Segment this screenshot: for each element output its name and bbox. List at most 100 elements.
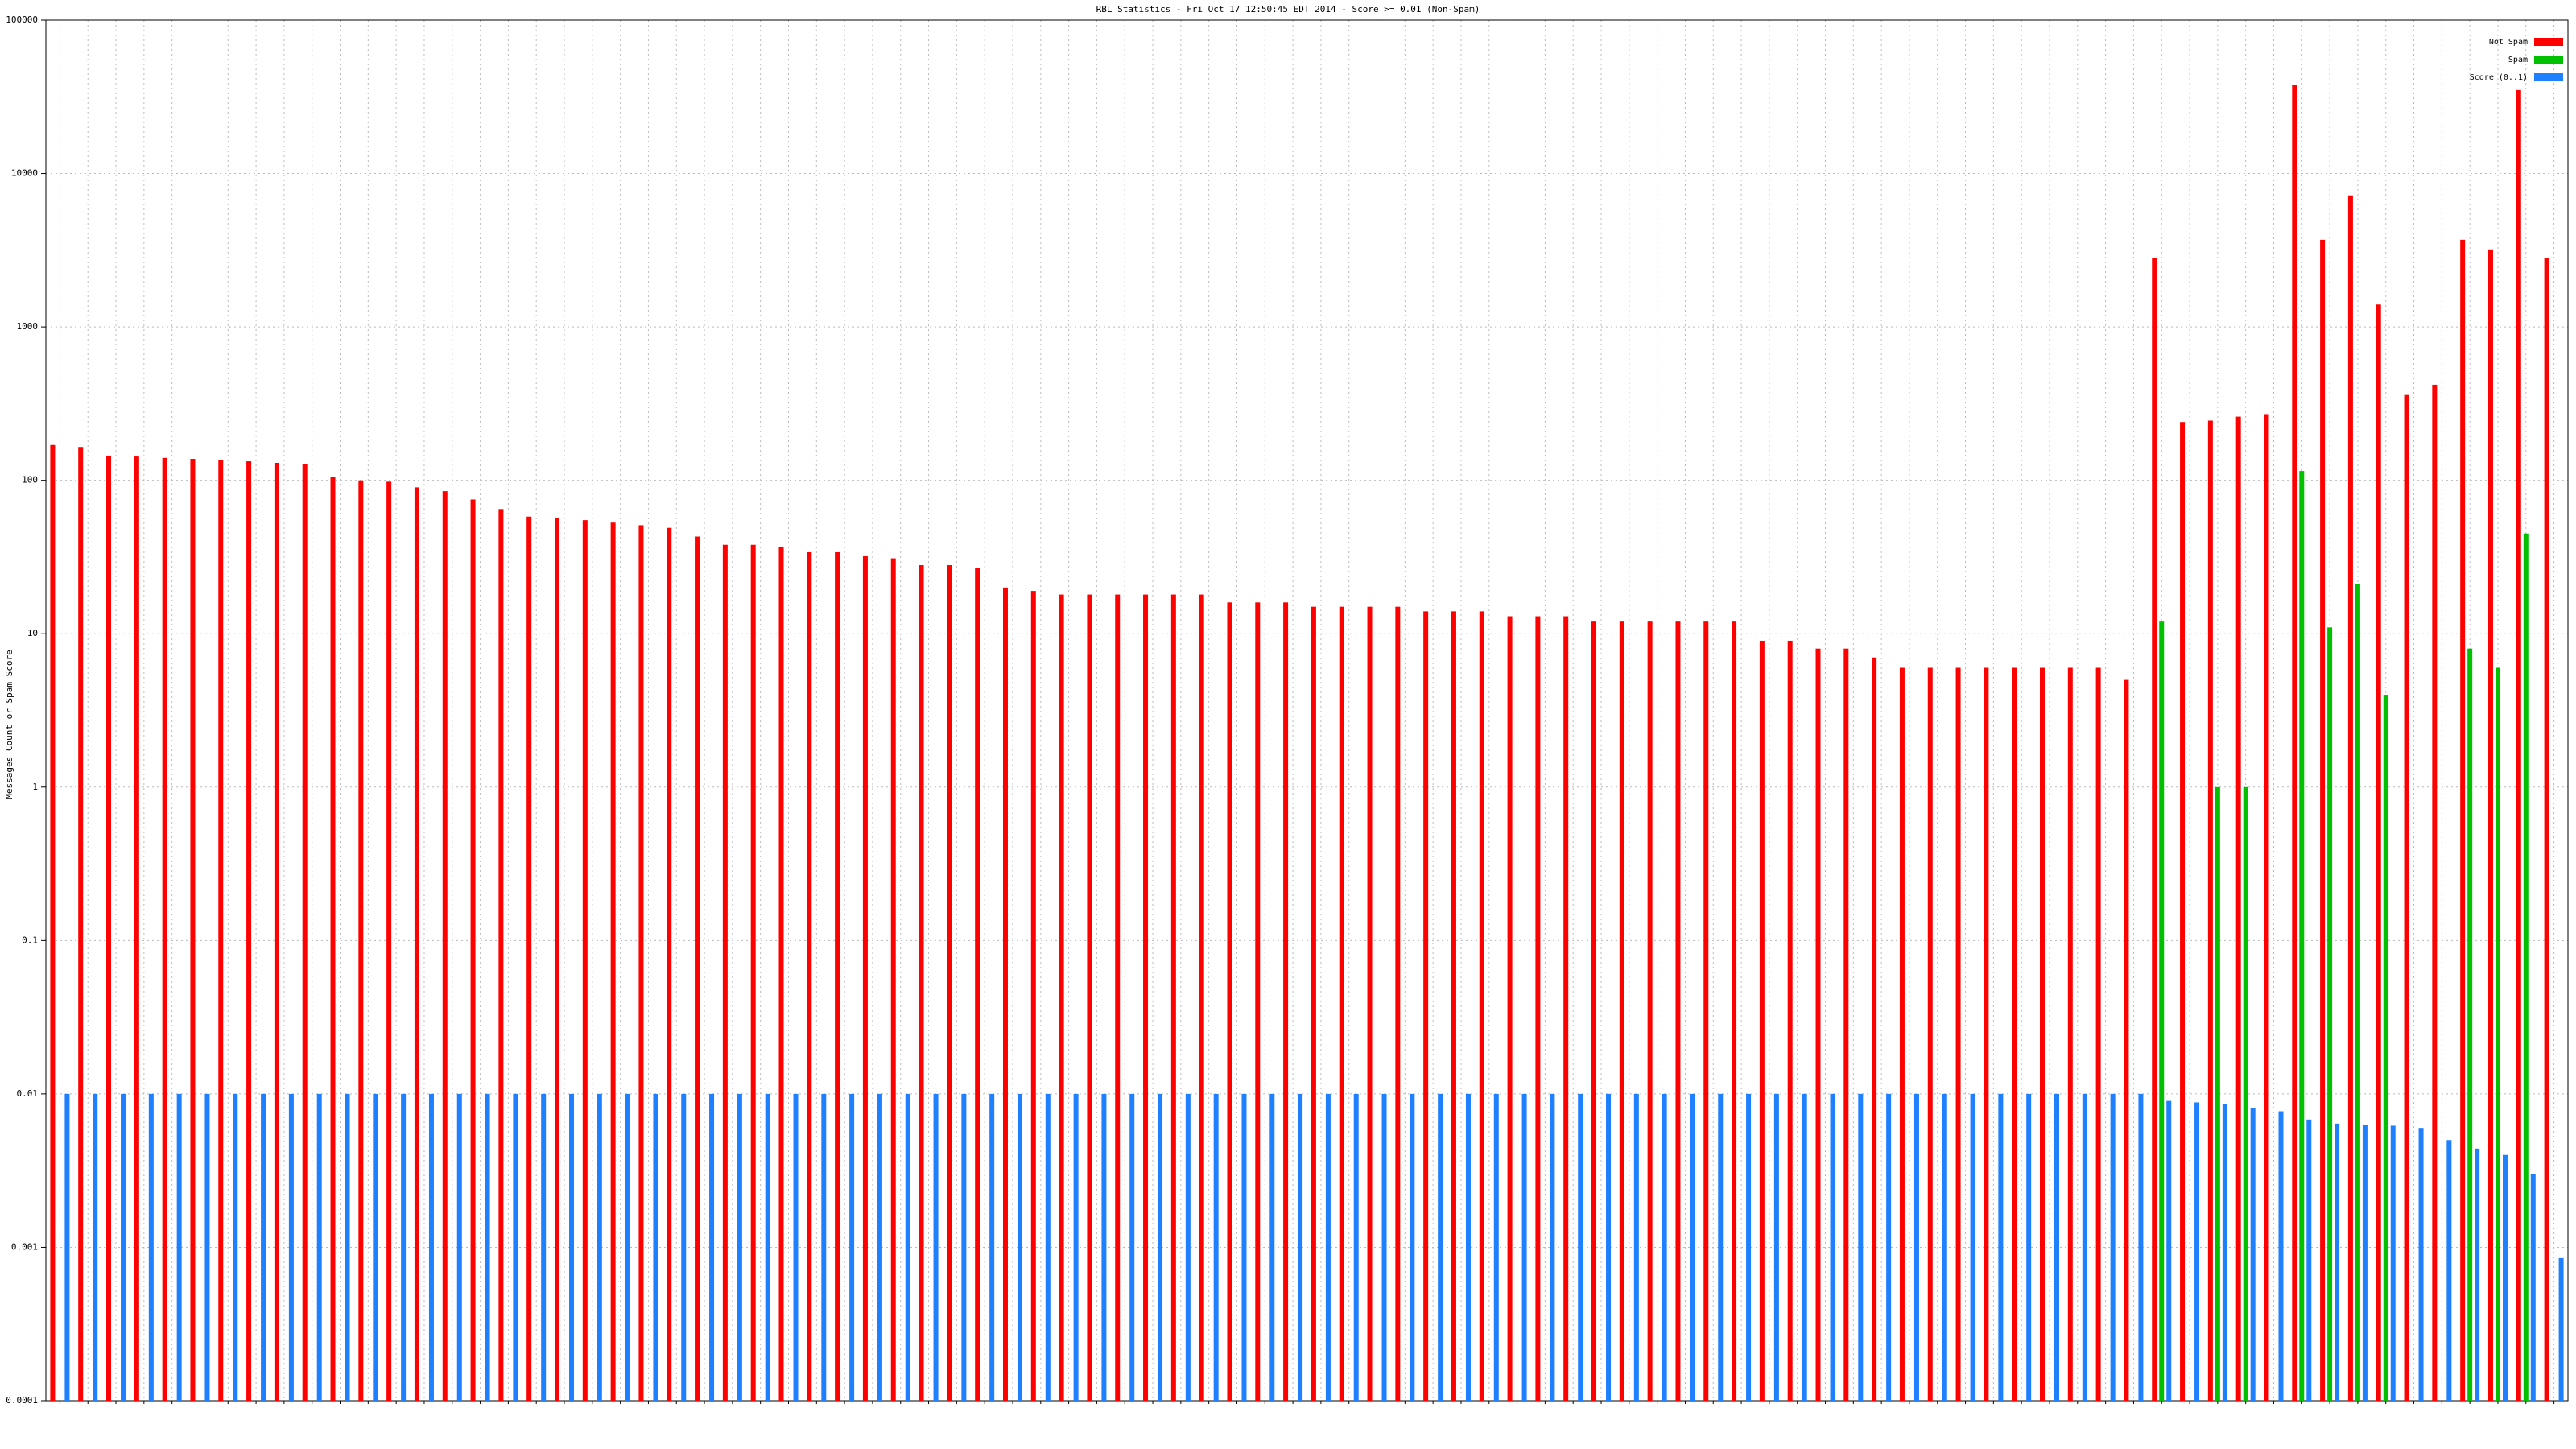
bar xyxy=(1647,621,1653,1401)
bar xyxy=(1353,1093,1359,1401)
bar xyxy=(485,1093,490,1401)
legend-swatch xyxy=(2534,73,2563,81)
legend-swatch xyxy=(2534,38,2563,46)
bar xyxy=(1311,606,1316,1401)
bar xyxy=(1170,594,1176,1401)
bar xyxy=(1423,611,1429,1401)
bar xyxy=(1325,1093,1331,1401)
bar xyxy=(778,546,784,1401)
bar xyxy=(890,558,896,1401)
bar xyxy=(1984,667,1989,1401)
bar xyxy=(2523,533,2529,1401)
bar xyxy=(2306,1119,2312,1401)
bar xyxy=(2012,667,2017,1401)
bar xyxy=(1339,606,1344,1401)
bar xyxy=(2152,258,2157,1402)
bar xyxy=(1675,621,1681,1401)
bar xyxy=(2194,1102,2200,1401)
bar xyxy=(1521,1093,1527,1401)
bar xyxy=(1269,1093,1275,1401)
bar xyxy=(1381,1093,1387,1401)
bar xyxy=(1998,1093,2004,1401)
bar xyxy=(989,1093,995,1401)
bar xyxy=(176,1093,182,1401)
bar xyxy=(2292,85,2297,1401)
y-tick-label: 100000 xyxy=(6,14,38,25)
bar xyxy=(1773,1093,1779,1401)
bar xyxy=(470,499,476,1402)
bar xyxy=(862,555,868,1401)
bar xyxy=(2432,384,2438,1401)
bar xyxy=(2124,679,2129,1401)
bar xyxy=(793,1093,799,1401)
bar xyxy=(1298,1093,1303,1401)
bar xyxy=(345,1093,350,1401)
bar xyxy=(302,464,308,1401)
bar xyxy=(134,456,139,1401)
bar xyxy=(162,457,167,1401)
bar xyxy=(2207,420,2213,1401)
bar xyxy=(2460,239,2466,1401)
bar xyxy=(1858,1093,1864,1401)
bar xyxy=(204,1093,210,1401)
bar xyxy=(2235,416,2241,1401)
bar xyxy=(722,544,728,1401)
bar xyxy=(1787,640,1793,1401)
bar xyxy=(50,444,56,1401)
bar xyxy=(456,1093,462,1401)
legend-label: Spam xyxy=(2508,56,2528,64)
bar xyxy=(2159,621,2165,1401)
chart-title: RBL Statistics - Fri Oct 17 12:50:45 EDT… xyxy=(1096,4,1480,14)
legend-swatch xyxy=(2534,56,2563,64)
bar xyxy=(849,1093,855,1401)
bar xyxy=(1886,1093,1892,1401)
bar xyxy=(1241,1093,1247,1401)
bar xyxy=(681,1093,687,1401)
bar xyxy=(1185,1093,1191,1401)
bar xyxy=(2383,695,2388,1401)
bar xyxy=(2530,1174,2536,1401)
bar xyxy=(2110,1093,2116,1401)
bar xyxy=(218,460,224,1402)
bar xyxy=(582,520,588,1401)
bar xyxy=(2320,239,2326,1401)
bar xyxy=(2446,1140,2452,1401)
bar xyxy=(316,1093,322,1401)
bar xyxy=(2390,1125,2396,1401)
bar xyxy=(597,1093,602,1401)
bar xyxy=(1465,1093,1471,1401)
bar xyxy=(1493,1093,1499,1401)
bar xyxy=(2278,1111,2284,1401)
bar xyxy=(961,1093,967,1401)
bar xyxy=(947,565,952,1401)
bar xyxy=(2362,1125,2368,1401)
bar xyxy=(905,1093,910,1401)
bar xyxy=(541,1093,547,1401)
bar xyxy=(330,477,336,1401)
bar xyxy=(1633,1093,1639,1401)
bar xyxy=(1045,1093,1051,1401)
legend-label: Not Spam xyxy=(2489,38,2528,47)
bar xyxy=(1970,1093,1975,1401)
y-tick-label: 0.0001 xyxy=(6,1395,38,1406)
bar xyxy=(625,1093,630,1401)
bar xyxy=(401,1093,407,1401)
y-tick-label: 10000 xyxy=(11,168,38,179)
bar xyxy=(1101,1093,1107,1401)
bar xyxy=(386,481,392,1401)
bar xyxy=(2327,627,2333,1401)
bar xyxy=(610,522,616,1401)
bar xyxy=(1227,602,1232,1401)
y-tick-label: 1000 xyxy=(17,321,39,332)
bar xyxy=(190,459,196,1401)
bar xyxy=(1703,621,1709,1401)
bar xyxy=(246,461,252,1401)
bar xyxy=(1732,621,1737,1401)
bar xyxy=(2166,1100,2172,1401)
bar xyxy=(288,1093,294,1401)
bar xyxy=(2347,195,2353,1401)
bar xyxy=(1690,1093,1695,1401)
bar xyxy=(2054,1093,2059,1401)
